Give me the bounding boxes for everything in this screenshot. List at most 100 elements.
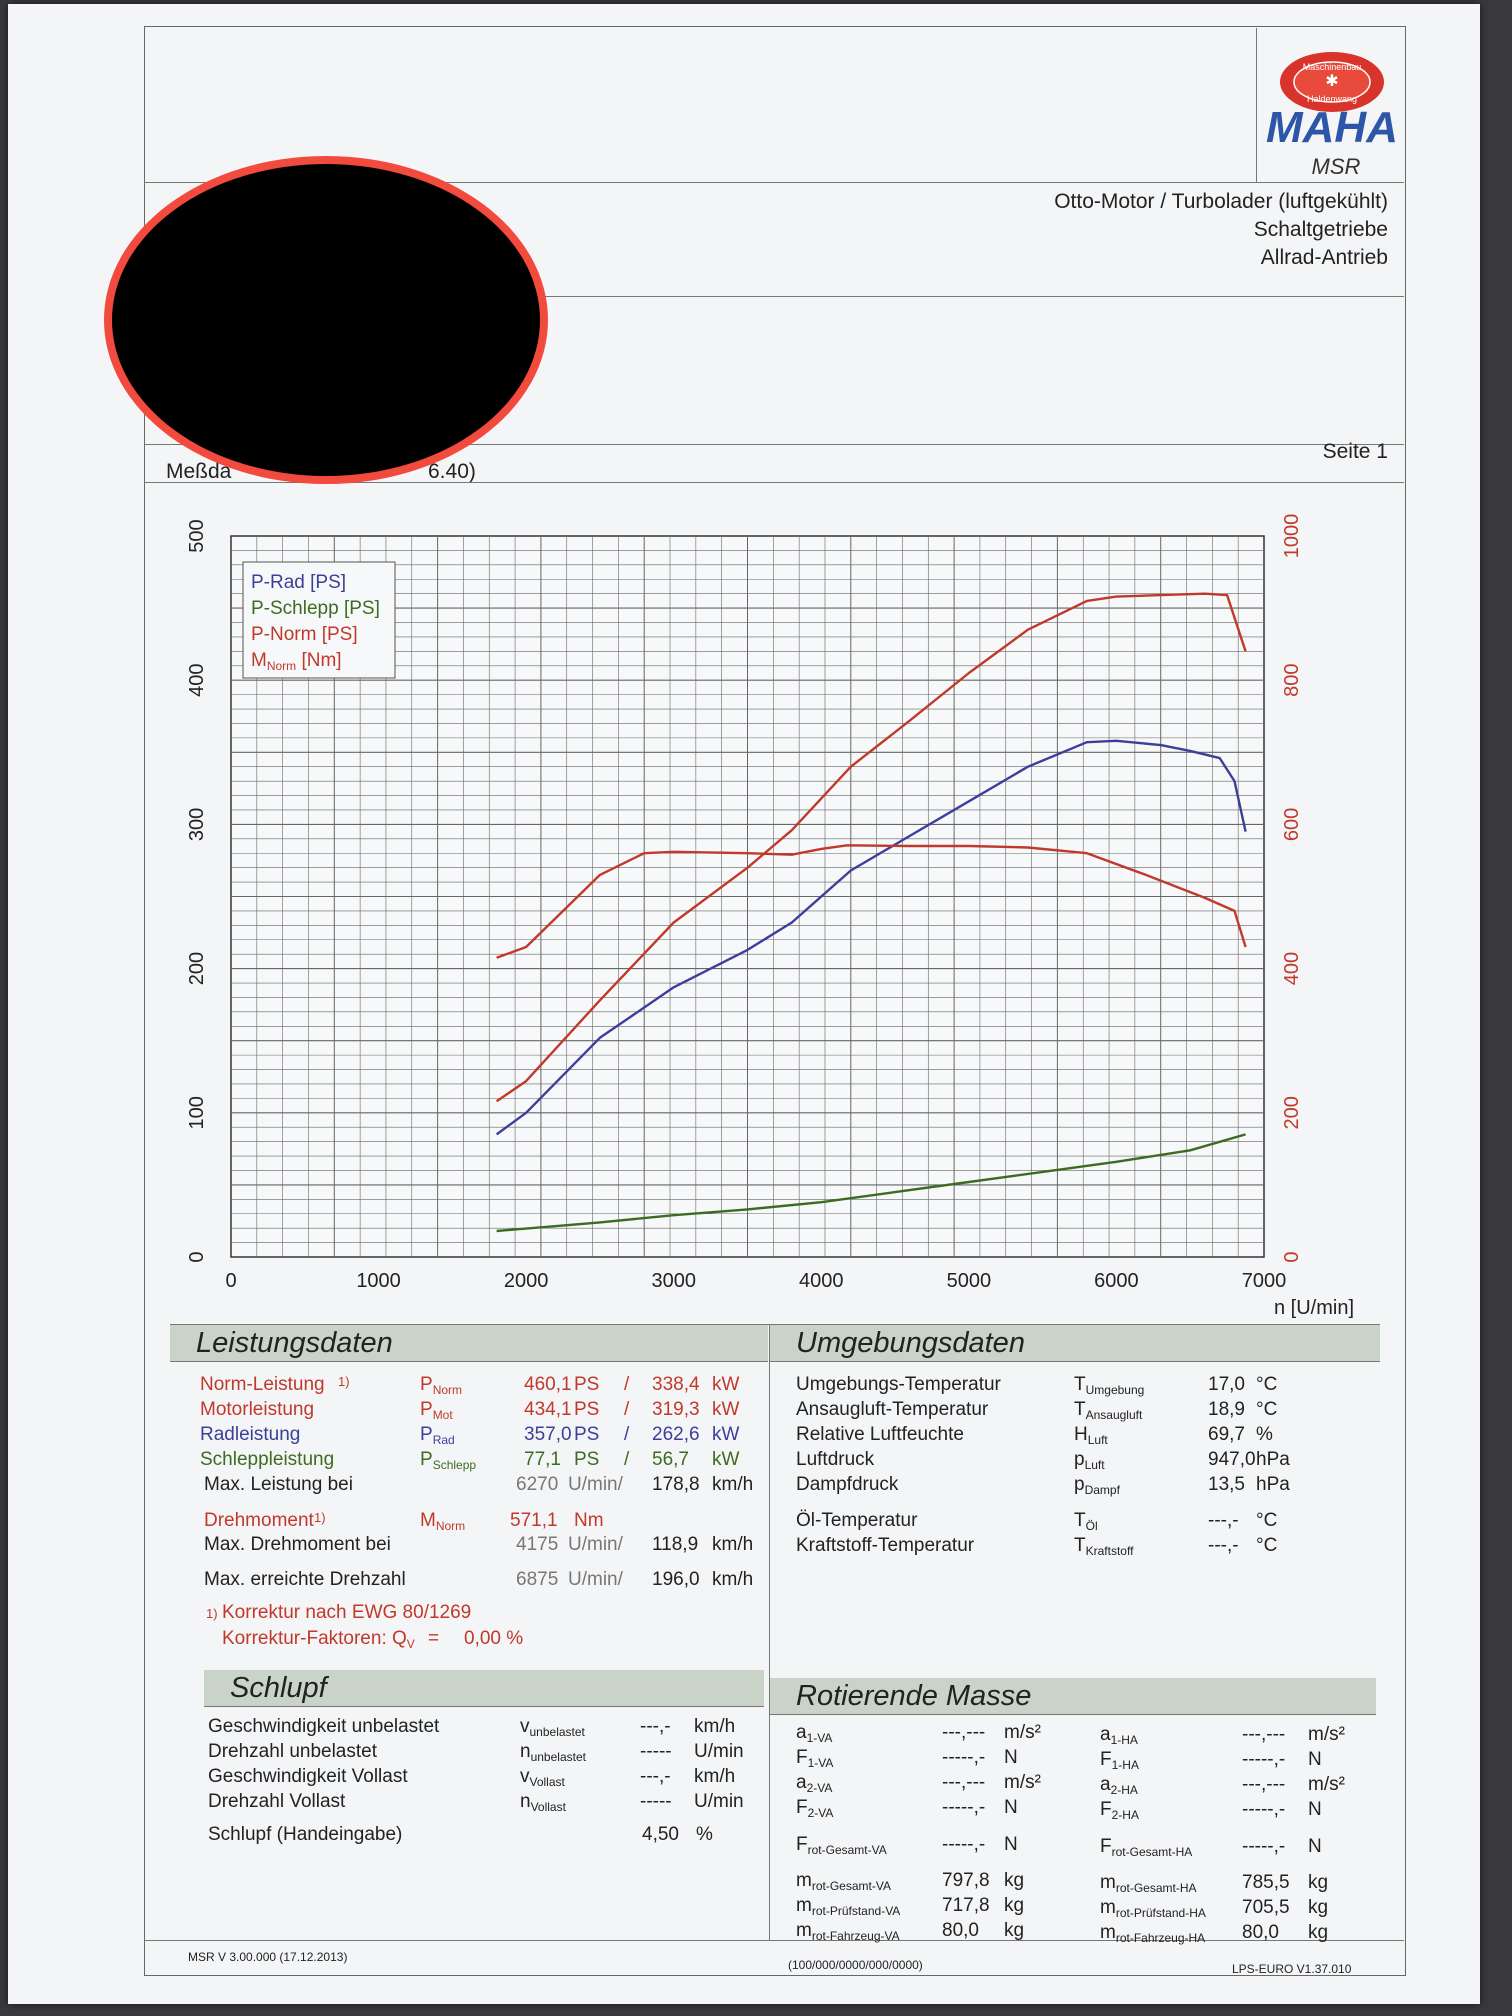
max-rpm-speed: 196,0 [652, 1569, 700, 1590]
leistung-label: Norm-Leistung [200, 1374, 325, 1395]
umgebung-unit: % [1256, 1424, 1273, 1445]
schlupf-manual-label: Schlupf (Handeingabe) [208, 1824, 403, 1845]
masse-va-symbol: a2-VA [796, 1772, 833, 1795]
schlupf-symbol: nVollast [520, 1791, 566, 1814]
max-rpm: 6875 [516, 1569, 559, 1590]
masse-va-unit: kg [1004, 1870, 1025, 1891]
separator: / [624, 1399, 630, 1420]
footer-rule [144, 1940, 1404, 1941]
umgebung-symbol: pDampf [1074, 1474, 1120, 1497]
leistung-symbol: PMot [420, 1399, 453, 1422]
umgebung-unit: °C [1256, 1374, 1278, 1395]
umgebung-value: ---,- [1208, 1535, 1239, 1556]
schlupf-manual-value: 4,50 [642, 1824, 679, 1845]
rpm-unit: U/min/ [568, 1569, 623, 1590]
rule-2 [144, 296, 1404, 297]
masse-va-unit: m/s² [1004, 1772, 1041, 1793]
masse-ha-symbol: mrot-Prüfstand-HA [1100, 1897, 1206, 1920]
software-version: MSR V 3.00.000 (17.12.2013) [188, 1950, 348, 1964]
x-tick-label: 1000 [356, 1270, 401, 1292]
umgebung-symbol: TKraftstoff [1074, 1535, 1134, 1558]
masse-ha-value: -----,- [1242, 1749, 1286, 1770]
umgebung-value: 18,9 [1208, 1399, 1245, 1420]
masse-va-value: ---,--- [942, 1722, 986, 1743]
umgebung-label: Umgebungs-Temperatur [796, 1374, 1001, 1395]
masse-va-value: -----,- [942, 1747, 986, 1768]
value-kw: 338,4 [652, 1374, 700, 1395]
masse-va-symbol: mrot-Prüfstand-VA [796, 1895, 901, 1918]
speed-unit: km/h [712, 1534, 754, 1555]
value-ps: 434,1 [524, 1399, 572, 1420]
masse-ha-symbol: F1-HA [1100, 1749, 1139, 1772]
masse-va-symbol: mrot-Fahrzeug-VA [796, 1920, 900, 1943]
umgebung-unit: hPa [1256, 1449, 1290, 1470]
umgebung-symbol: TÖl [1074, 1510, 1098, 1533]
max-power-speed: 178,8 [652, 1474, 700, 1495]
umgebung-unit: °C [1256, 1535, 1278, 1556]
masse-ha-symbol: mrot-Gesamt-HA [1100, 1872, 1197, 1895]
unit-ps: PS [574, 1374, 600, 1395]
masse-ha-value: 80,0 [1242, 1922, 1279, 1943]
x-axis-label: n [U/min] [1274, 1297, 1354, 1319]
schlupf-unit: U/min [694, 1741, 744, 1762]
speed-unit: km/h [712, 1474, 754, 1495]
schlupf-symbol: vVollast [520, 1766, 565, 1789]
umgebung-value: ---,- [1208, 1510, 1239, 1531]
umgebung-value: 17,0 [1208, 1374, 1245, 1395]
masse-va-unit: kg [1004, 1920, 1025, 1941]
schlupf-label: Geschwindigkeit unbelastet [208, 1716, 440, 1737]
masse-ha-unit: m/s² [1308, 1774, 1345, 1795]
masse-ha-symbol: a2-HA [1100, 1774, 1138, 1797]
masse-va-unit: N [1004, 1797, 1018, 1818]
unit-kw: kW [712, 1449, 740, 1470]
legend-entry: P-Rad [PS] [251, 572, 346, 593]
torque-label: Drehmoment [204, 1510, 314, 1531]
masse-ha-unit: m/s² [1308, 1724, 1345, 1745]
umgebung-label: Relative Luftfeuchte [796, 1424, 964, 1445]
umgebung-label: Ansaugluft-Temperatur [796, 1399, 989, 1420]
masse-va-symbol: F2-VA [796, 1797, 834, 1820]
x-tick-label: 5000 [947, 1270, 992, 1292]
masse-va-value: 80,0 [942, 1920, 979, 1941]
rule-4 [144, 482, 1404, 483]
series-line [496, 1133, 1246, 1233]
unit-ps: PS [574, 1424, 600, 1445]
value-ps: 77,1 [524, 1449, 561, 1470]
y-tick-label-left: 0 [186, 1251, 208, 1262]
gearbox-type: Schaltgetriebe [1253, 218, 1388, 241]
footnote-marker: 1) [338, 1374, 350, 1389]
umgebung-symbol: TAnsaugluft [1074, 1399, 1143, 1422]
schlupf-value: ----- [640, 1791, 672, 1812]
umgebung-value: 69,7 [1208, 1424, 1245, 1445]
x-tick-label: 0 [225, 1270, 236, 1292]
y-tick-label-right: 0 [1281, 1251, 1303, 1262]
schlupf-manual-unit: % [696, 1824, 713, 1845]
y-tick-label-left: 200 [186, 952, 208, 985]
masse-va-value: 797,8 [942, 1870, 990, 1891]
footnote-marker: 1) [206, 1606, 218, 1621]
lower-divider [769, 1678, 770, 1940]
measurement-label: Meßda [166, 460, 232, 483]
leistung-label: Schleppleistung [200, 1449, 335, 1470]
maha-logo: ✱ Maschinenbau Haldenwang MAHA MSR [1256, 30, 1404, 182]
svg-text:MAHA: MAHA [1266, 103, 1398, 152]
torque-unit: Nm [574, 1510, 604, 1531]
rotierende-masse-header: Rotierende Masse [770, 1678, 1376, 1715]
umgebung-label: Luftdruck [796, 1449, 875, 1470]
x-tick-label: 7000 [1242, 1270, 1287, 1292]
leistung-label: Radleistung [200, 1424, 301, 1445]
schlupf-unit: U/min [694, 1791, 744, 1812]
masse-ha-symbol: mrot-Fahrzeug-HA [1100, 1922, 1206, 1945]
measurement-label-end: 6.40) [428, 460, 476, 483]
umgebung-symbol: HLuft [1074, 1424, 1108, 1447]
series-line [495, 739, 1247, 1136]
masse-ha-value: ---,--- [1242, 1724, 1286, 1745]
legend-box [242, 561, 396, 679]
page-number: Seite 1 [1322, 440, 1388, 463]
masse-va-value: -----,- [942, 1797, 986, 1818]
max-rpm-label: Max. erreichte Drehzahl [204, 1569, 406, 1590]
x-tick-label: 3000 [651, 1270, 696, 1292]
correction-norm: Korrektur nach EWG 80/1269 [222, 1602, 472, 1623]
separator: / [624, 1374, 630, 1395]
masse-va-unit: kg [1004, 1895, 1025, 1916]
